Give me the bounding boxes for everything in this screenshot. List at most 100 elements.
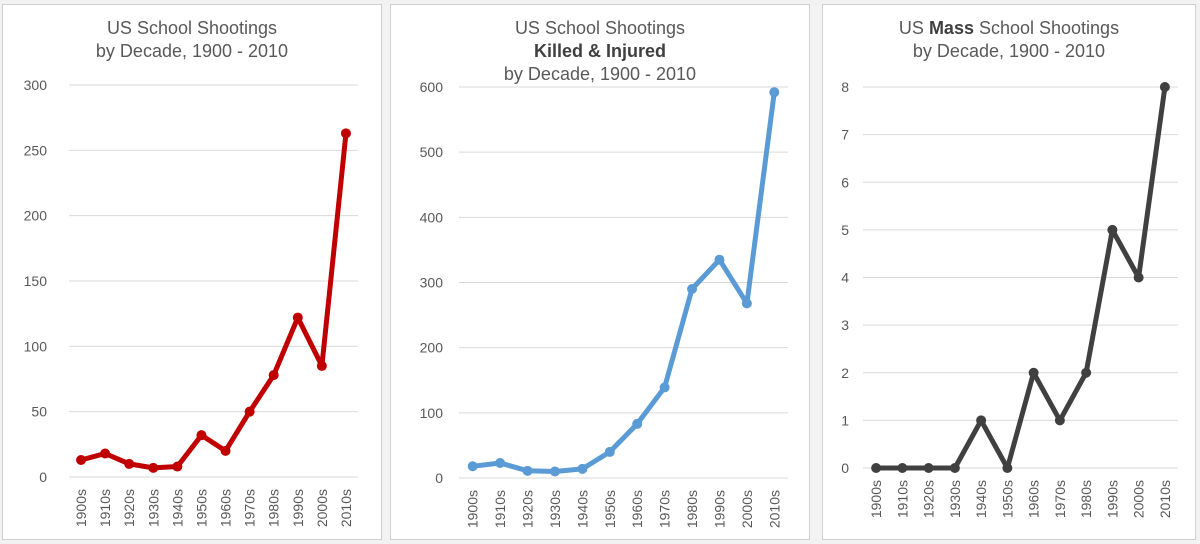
series-line [78,130,349,471]
x-tick-label: 1970s [657,490,673,528]
x-tick-label: 2010s [338,489,354,527]
chart-title-line1: US School Shootings [514,18,686,38]
y-tick-label: 300 [420,275,444,291]
chart-title-line2: Killed & Injured [533,41,666,61]
y-tick-label: 150 [24,273,48,289]
line-chart-mass-shootings: 0 1 2 3 4 5 6 7 8 1900s 1910s 1920s 1930s 1940s 1950s 1… [841,79,1178,518]
chart-title-line2: by Decade, 1900 - 2010 [95,41,289,61]
y-tick-label: 6 [841,174,849,190]
y-tick-label: 50 [31,404,47,420]
x-tick-label: 2000s [314,489,330,527]
y-tick-label: 600 [420,79,444,95]
data-point-1940s [172,461,183,472]
data-point-1900s [871,463,882,473]
data-point-1980s [687,284,698,295]
x-tick-label: 2000s [1131,480,1147,518]
y-tick-label: 0 [435,470,443,486]
chart-title-line2: by Decade, 1900 - 2010 [912,41,1106,61]
y-tick-label: 2 [841,365,849,381]
data-point-1960s [220,445,231,456]
x-tick-label: 1980s [266,489,282,527]
data-point-1920s [923,463,934,473]
x-tick-label: 1930s [547,490,563,528]
x-tick-label: 1930s [947,480,963,518]
data-point-1950s [604,446,615,457]
data-point-1900s [467,461,478,472]
x-tick-label: 1910s [894,480,910,518]
chart-title-suffix: School Shootings [973,18,1120,38]
chart-panel-school-shootings: US School Shootings by Decade, 1900 - 20… [2,4,382,540]
x-tick-label: 1940s [169,489,185,527]
series-line [470,89,777,474]
chart-title-prefix: US [898,18,929,38]
data-point-1950s [196,430,207,441]
y-tick-label: 500 [420,144,444,160]
x-tick-label: 2010s [766,490,782,528]
data-point-1930s [148,462,159,473]
data-point-1950s [1002,463,1013,473]
x-tick-label: 1990s [711,490,727,528]
x-tick-label: 1980s [1078,480,1094,518]
data-point-1960s [1028,367,1039,378]
x-tick-label: 1960s [218,489,234,527]
chart-panel-killed-injured: US School Shootings Killed & Injured by … [390,4,810,540]
y-tick-label: 1 [841,412,849,428]
data-point-2010s [340,128,351,139]
line-chart-school-shootings: 0 50 100 150 200 250 300 1900s 1910s 1920s 1930s 19… [24,77,358,527]
y-tick-label: 200 [420,340,444,356]
y-tick-label: 300 [24,77,48,93]
x-tick-label: 1950s [999,480,1015,518]
y-tick-label: 7 [841,127,849,143]
x-tick-label: 1900s [868,480,884,518]
data-point-1910s [897,463,908,473]
x-tick-label: 1930s [145,489,161,527]
x-tick-label: 1990s [1104,480,1120,518]
x-tick-label: 1910s [492,490,508,528]
data-point-1990s [1107,224,1118,235]
y-tick-label: 0 [841,460,849,476]
data-point-1990s [714,254,725,265]
chart-title-bold: Mass [928,18,974,38]
line-chart-killed-injured: 0 100 200 300 400 500 600 1900s 1910s 1920s 1930s 1… [420,79,788,528]
chart-title: US School Shootings Killed & Injured by … [391,17,809,86]
data-point-1940s [577,463,588,474]
y-tick-label: 100 [420,405,444,421]
x-tick-label: 1900s [465,490,481,528]
data-point-1920s [522,465,533,476]
data-point-1900s [76,455,87,466]
x-tick-label: 1970s [242,489,258,527]
y-tick-label: 200 [24,208,48,224]
x-tick-label: 1970s [1052,480,1068,518]
y-tick-label: 8 [841,79,849,95]
y-tick-label: 100 [24,338,48,354]
y-tick-label: 400 [420,209,444,225]
x-tick-label: 1940s [973,480,989,518]
data-point-1930s [949,463,960,473]
y-tick-label: 0 [39,469,47,485]
x-tick-label: 1950s [602,490,618,528]
data-point-2010s [769,87,780,98]
data-point-1940s [976,415,987,426]
chart-panel-mass-shootings: US Mass School Shootings by Decade, 1900… [822,4,1196,540]
chart-title-line3: by Decade, 1900 - 2010 [503,64,697,84]
data-point-2000s [741,298,752,309]
data-point-1960s [632,418,643,429]
x-tick-label: 1900s [73,489,89,527]
data-point-1980s [1081,367,1092,378]
data-point-2000s [1133,272,1144,283]
data-point-2000s [316,360,327,371]
data-point-1930s [549,466,560,477]
x-tick-label: 1920s [121,489,137,527]
x-tick-label: 1910s [97,489,113,527]
x-tick-label: 1950s [193,489,209,527]
data-point-2010s [1159,82,1170,92]
x-tick-label: 2010s [1157,480,1173,518]
data-point-1980s [268,370,279,381]
x-tick-label: 1980s [684,490,700,528]
x-tick-label: 2000s [739,490,755,528]
x-tick-label: 1990s [290,489,306,527]
chart-title: US Mass School Shootings by Decade, 1900… [823,17,1195,63]
y-tick-label: 4 [841,270,849,286]
chart-title: US School Shootings by Decade, 1900 - 20… [3,17,381,63]
x-tick-label: 1920s [921,480,937,518]
